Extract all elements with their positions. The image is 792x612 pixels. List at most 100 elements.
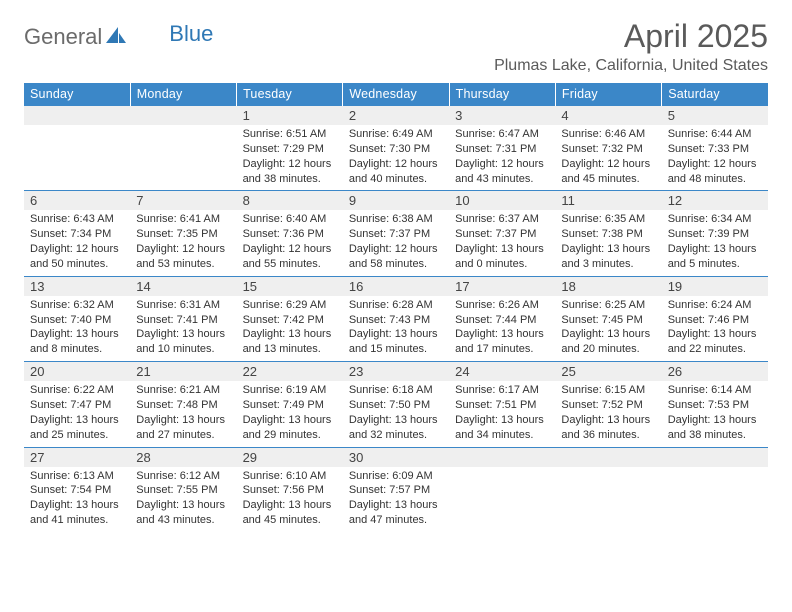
day-cell-header: 3: [449, 106, 555, 126]
day-details: Sunrise: 6:32 AMSunset: 7:40 PMDaylight:…: [24, 296, 130, 361]
sunset-text: Sunset: 7:49 PM: [243, 398, 337, 413]
day-cell-body: Sunrise: 6:09 AMSunset: 7:57 PMDaylight:…: [343, 467, 449, 532]
day-number: 27: [24, 448, 130, 467]
day-cell-header: [449, 447, 555, 467]
day-cell-header: 8: [237, 191, 343, 211]
day-cell-header: 10: [449, 191, 555, 211]
day-cell-header: 18: [555, 276, 661, 296]
daylight-text: Daylight: 12 hours and 38 minutes.: [243, 157, 337, 187]
day-cell-header: 7: [130, 191, 236, 211]
daylight-text: Daylight: 13 hours and 3 minutes.: [561, 242, 655, 272]
sunset-text: Sunset: 7:37 PM: [455, 227, 549, 242]
day-details: Sunrise: 6:29 AMSunset: 7:42 PMDaylight:…: [237, 296, 343, 361]
sunrise-text: Sunrise: 6:26 AM: [455, 298, 549, 313]
daylight-text: Daylight: 13 hours and 5 minutes.: [668, 242, 762, 272]
sunrise-text: Sunrise: 6:31 AM: [136, 298, 230, 313]
day-number: 23: [343, 362, 449, 381]
sunrise-text: Sunrise: 6:35 AM: [561, 212, 655, 227]
sunset-text: Sunset: 7:48 PM: [136, 398, 230, 413]
day-number: 19: [662, 277, 768, 296]
day-number: 26: [662, 362, 768, 381]
daylight-text: Daylight: 12 hours and 48 minutes.: [668, 157, 762, 187]
weekday-header: Tuesday: [237, 83, 343, 106]
daylight-text: Daylight: 12 hours and 43 minutes.: [455, 157, 549, 187]
day-cell-body: Sunrise: 6:19 AMSunset: 7:49 PMDaylight:…: [237, 381, 343, 447]
day-cell-body: Sunrise: 6:46 AMSunset: 7:32 PMDaylight:…: [555, 125, 661, 191]
day-details: Sunrise: 6:38 AMSunset: 7:37 PMDaylight:…: [343, 210, 449, 275]
sunset-text: Sunset: 7:42 PM: [243, 313, 337, 328]
daylight-text: Daylight: 13 hours and 29 minutes.: [243, 413, 337, 443]
sunrise-text: Sunrise: 6:15 AM: [561, 383, 655, 398]
day-cell-body: Sunrise: 6:31 AMSunset: 7:41 PMDaylight:…: [130, 296, 236, 362]
day-cell-body: Sunrise: 6:29 AMSunset: 7:42 PMDaylight:…: [237, 296, 343, 362]
location-subtitle: Plumas Lake, California, United States: [494, 57, 768, 75]
day-number: 7: [130, 191, 236, 210]
brand-sail-icon: [105, 26, 127, 49]
brand-logo: General Blue: [24, 24, 213, 50]
sunrise-text: Sunrise: 6:14 AM: [668, 383, 762, 398]
day-details: Sunrise: 6:18 AMSunset: 7:50 PMDaylight:…: [343, 381, 449, 446]
brand-text-blue: Blue: [169, 21, 213, 47]
day-number: [130, 106, 236, 125]
day-cell-header: 14: [130, 276, 236, 296]
day-cell-body: Sunrise: 6:22 AMSunset: 7:47 PMDaylight:…: [24, 381, 130, 447]
sunset-text: Sunset: 7:30 PM: [349, 142, 443, 157]
sunrise-text: Sunrise: 6:22 AM: [30, 383, 124, 398]
day-cell-header: 13: [24, 276, 130, 296]
sunrise-text: Sunrise: 6:28 AM: [349, 298, 443, 313]
sunrise-text: Sunrise: 6:32 AM: [30, 298, 124, 313]
daylight-text: Daylight: 12 hours and 58 minutes.: [349, 242, 443, 272]
day-details: [662, 467, 768, 532]
day-number: [449, 448, 555, 467]
sunrise-text: Sunrise: 6:29 AM: [243, 298, 337, 313]
day-number: 2: [343, 106, 449, 125]
sunset-text: Sunset: 7:51 PM: [455, 398, 549, 413]
day-cell-body: [555, 467, 661, 532]
day-cell-header: 22: [237, 362, 343, 382]
sunrise-text: Sunrise: 6:47 AM: [455, 127, 549, 142]
day-cell-body: Sunrise: 6:43 AMSunset: 7:34 PMDaylight:…: [24, 210, 130, 276]
day-cell-header: 29: [237, 447, 343, 467]
sunset-text: Sunset: 7:52 PM: [561, 398, 655, 413]
day-cell-header: 5: [662, 106, 768, 126]
day-cell-body: Sunrise: 6:35 AMSunset: 7:38 PMDaylight:…: [555, 210, 661, 276]
daylight-text: Daylight: 12 hours and 53 minutes.: [136, 242, 230, 272]
day-details: Sunrise: 6:31 AMSunset: 7:41 PMDaylight:…: [130, 296, 236, 361]
weekday-header-row: Sunday Monday Tuesday Wednesday Thursday…: [24, 83, 768, 106]
day-number: 20: [24, 362, 130, 381]
day-details: Sunrise: 6:41 AMSunset: 7:35 PMDaylight:…: [130, 210, 236, 275]
day-cell-header: 30: [343, 447, 449, 467]
day-number: 30: [343, 448, 449, 467]
day-cell-body: [449, 467, 555, 532]
day-cell-header: 25: [555, 362, 661, 382]
day-cell-body: Sunrise: 6:28 AMSunset: 7:43 PMDaylight:…: [343, 296, 449, 362]
sunset-text: Sunset: 7:44 PM: [455, 313, 549, 328]
week-daynum-row: 13141516171819: [24, 276, 768, 296]
day-cell-header: 16: [343, 276, 449, 296]
day-cell-header: 21: [130, 362, 236, 382]
calendar-table: Sunday Monday Tuesday Wednesday Thursday…: [24, 83, 768, 532]
day-cell-body: Sunrise: 6:24 AMSunset: 7:46 PMDaylight:…: [662, 296, 768, 362]
sunrise-text: Sunrise: 6:51 AM: [243, 127, 337, 142]
day-cell-body: Sunrise: 6:26 AMSunset: 7:44 PMDaylight:…: [449, 296, 555, 362]
week-body-row: Sunrise: 6:43 AMSunset: 7:34 PMDaylight:…: [24, 210, 768, 276]
sunrise-text: Sunrise: 6:49 AM: [349, 127, 443, 142]
day-cell-header: 17: [449, 276, 555, 296]
week-daynum-row: 27282930: [24, 447, 768, 467]
day-number: [662, 448, 768, 467]
day-number: 1: [237, 106, 343, 125]
day-details: Sunrise: 6:51 AMSunset: 7:29 PMDaylight:…: [237, 125, 343, 190]
daylight-text: Daylight: 13 hours and 47 minutes.: [349, 498, 443, 528]
daylight-text: Daylight: 13 hours and 36 minutes.: [561, 413, 655, 443]
week-daynum-row: 20212223242526: [24, 362, 768, 382]
day-details: Sunrise: 6:17 AMSunset: 7:51 PMDaylight:…: [449, 381, 555, 446]
day-details: Sunrise: 6:19 AMSunset: 7:49 PMDaylight:…: [237, 381, 343, 446]
daylight-text: Daylight: 13 hours and 10 minutes.: [136, 327, 230, 357]
day-details: Sunrise: 6:46 AMSunset: 7:32 PMDaylight:…: [555, 125, 661, 190]
sunrise-text: Sunrise: 6:24 AM: [668, 298, 762, 313]
day-cell-header: [130, 106, 236, 126]
daylight-text: Daylight: 13 hours and 22 minutes.: [668, 327, 762, 357]
daylight-text: Daylight: 13 hours and 32 minutes.: [349, 413, 443, 443]
sunset-text: Sunset: 7:56 PM: [243, 483, 337, 498]
day-number: 3: [449, 106, 555, 125]
